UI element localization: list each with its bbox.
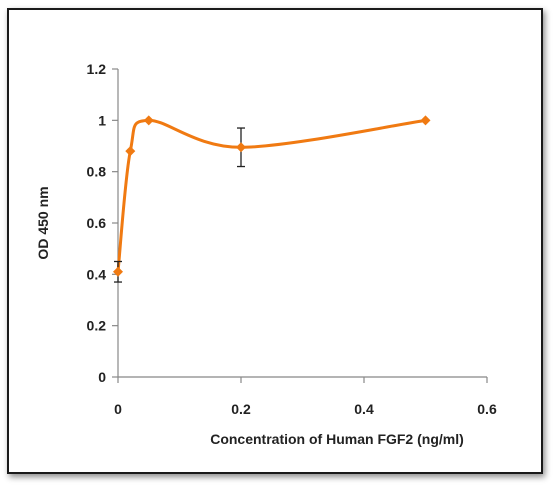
data-point-marker [125,146,136,157]
data-point-marker [420,115,431,126]
x-tick-label: 0.2 [231,401,251,417]
y-tick-label: 0.4 [87,266,107,282]
y-tick-label: 0 [98,369,106,385]
data-point-marker [143,115,154,126]
y-tick-label: 1 [98,112,106,128]
y-tick-label: 0.2 [87,318,107,334]
series-layer [116,118,426,272]
data-point-marker [113,266,123,277]
y-axis-ticks: 0 0.2 0.4 0.6 0.8 1 1.2 [87,61,118,385]
x-axis-title: Concentration of Human FGF2 (ng/ml) [210,431,464,447]
data-point-marker [236,142,246,153]
y-axis-title: OD 450 nm [35,186,51,259]
series-line [116,118,426,272]
x-tick-label: 0.6 [477,401,497,417]
y-tick-label: 0.6 [87,215,107,231]
markers [113,115,431,277]
error-bars [114,127,245,283]
x-tick-label: 0.4 [354,401,374,417]
y-tick-label: 0.8 [87,164,107,180]
x-axis-ticks: 0 0.2 0.4 0.6 [114,377,497,417]
y-tick-label: 1.2 [87,61,107,77]
x-tick-label: 0 [114,401,122,417]
chart-frame [7,8,543,474]
